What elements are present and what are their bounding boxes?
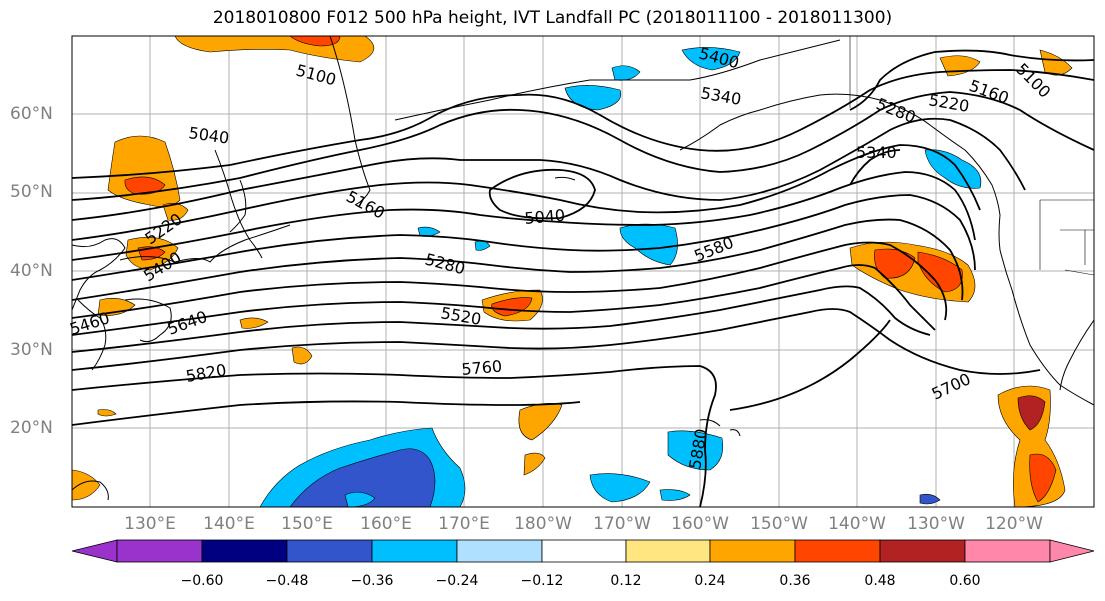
colorbar-tick-label: 0.24 <box>694 573 726 589</box>
colorbar-bin <box>794 539 881 563</box>
colorbar-bin <box>709 539 796 563</box>
lat-label: 20°N <box>10 418 53 438</box>
colorbar-max-extension <box>1049 539 1095 563</box>
ivt-shading <box>72 36 1073 507</box>
colorbar-tick-label: −0.36 <box>350 573 394 589</box>
colorbar-bin <box>879 539 966 563</box>
colorbar-tick-label: 0.36 <box>779 573 811 589</box>
lon-label: 160°W <box>671 514 729 534</box>
colorbar-bin <box>541 539 627 563</box>
lon-label: 170°E <box>438 514 490 534</box>
lat-label: 50°N <box>10 182 53 202</box>
colorbar-bin <box>286 539 373 563</box>
colorbar-tick-label: −0.24 <box>435 573 479 589</box>
contour-label: 5040 <box>524 206 566 228</box>
colorbar-tick-label: 0.60 <box>949 573 981 589</box>
colorbar-bin <box>964 539 1051 563</box>
colorbar-tick-label: −0.60 <box>180 573 224 589</box>
lon-label: 150°W <box>750 514 808 534</box>
colorbar-tick-label: 0.48 <box>864 573 896 589</box>
lat-label: 30°N <box>10 340 53 360</box>
lon-label: 120°W <box>985 514 1043 534</box>
lon-label: 140°W <box>828 514 886 534</box>
colorbar-tick-label: −0.48 <box>265 573 309 589</box>
contour-label: 5340 <box>856 143 897 162</box>
lat-label: 60°N <box>10 104 53 124</box>
colorbar-tick-label: 0.12 <box>610 573 642 589</box>
borders <box>849 36 1094 276</box>
graticule <box>72 36 1094 507</box>
colorbar-bin <box>201 539 288 563</box>
map-title: 2018010800 F012 500 hPa height, IVT Land… <box>212 8 893 28</box>
lon-label: 150°E <box>281 514 333 534</box>
lon-label: 160°E <box>360 514 412 534</box>
colorbar-bin <box>625 539 711 563</box>
lon-label: 130°E <box>124 514 176 534</box>
colorbar-bin <box>456 539 543 563</box>
map-frame <box>71 35 1095 508</box>
contour-label: 5760 <box>461 357 503 379</box>
colorbar <box>71 539 1095 563</box>
colorbar-bin <box>371 539 458 563</box>
colorbar-bin <box>116 539 203 563</box>
lon-label: 180°W <box>514 514 572 534</box>
lat-label: 40°N <box>10 261 53 281</box>
lon-label: 140°E <box>203 514 255 534</box>
height-contours <box>72 49 1094 507</box>
colorbar-tick-label: −0.12 <box>520 573 564 589</box>
lon-label: 170°W <box>593 514 651 534</box>
colorbar-min-extension <box>71 539 118 563</box>
lon-label: 130°W <box>907 514 965 534</box>
